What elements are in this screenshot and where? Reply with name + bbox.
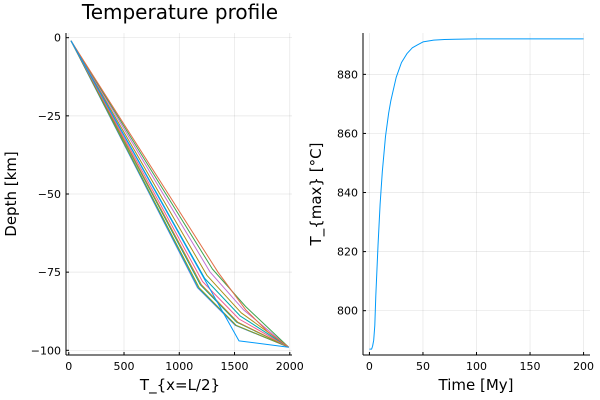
x-tick-label: 2000 xyxy=(276,360,304,373)
y-tick-label: 840 xyxy=(337,187,358,200)
tmax-time-plot: 0 50 100 150 200 800 820 840 860 880 Time [My] T… xyxy=(307,33,594,394)
x-tick-labels: 0 500 1000 1500 2000 xyxy=(65,352,304,373)
y-tick-label: −100 xyxy=(31,344,61,357)
y-tick-labels: 0 −25 −50 −75 −100 xyxy=(31,32,69,357)
x-tick-label: 0 xyxy=(65,360,72,373)
series-lines xyxy=(369,38,584,350)
grid-lines xyxy=(66,33,292,355)
y-tick-label: 820 xyxy=(337,246,358,259)
x-tick-label: 1500 xyxy=(221,360,249,373)
x-tick-label: 200 xyxy=(573,360,594,373)
x-tick-label: 0 xyxy=(366,360,373,373)
y-tick-label: 880 xyxy=(337,68,358,81)
series-line-y5 xyxy=(70,40,289,348)
chart-title: Temperature profile xyxy=(81,0,278,24)
y-tick-label: 800 xyxy=(337,305,358,318)
y-tick-label: −50 xyxy=(38,188,61,201)
y-axis-label: Depth [km] xyxy=(2,151,20,236)
y-tick-label: −75 xyxy=(38,266,61,279)
series-line-y1 xyxy=(369,38,584,350)
y-tick-label: 860 xyxy=(337,127,358,140)
x-tick-label: 150 xyxy=(520,360,541,373)
grid-lines xyxy=(363,33,590,355)
x-tick-label: 100 xyxy=(466,360,487,373)
y-tick-label: −25 xyxy=(38,110,61,123)
x-tick-labels: 0 50 100 150 200 xyxy=(366,352,594,373)
x-axis-label: Time [My] xyxy=(438,376,514,394)
x-tick-label: 1000 xyxy=(165,360,193,373)
temperature-profile-plot: 0 500 1000 1500 2000 0 −25 −50 −75 −100 Temperat… xyxy=(2,0,304,395)
y-axis-label: T_{max} [°C] xyxy=(307,143,326,247)
series-line-y10 xyxy=(70,40,289,348)
y-tick-labels: 800 820 840 860 880 xyxy=(337,68,366,318)
x-tick-label: 50 xyxy=(416,360,430,373)
x-axis-label: T_{x=L/2} xyxy=(139,376,220,395)
x-tick-label: 500 xyxy=(114,360,135,373)
series-line-y2 xyxy=(70,40,289,348)
series-line-y1 xyxy=(70,40,289,348)
series-line-y8 xyxy=(70,40,289,348)
series-line-y4 xyxy=(70,40,290,348)
series-line-y7 xyxy=(70,40,289,348)
series-lines xyxy=(70,40,290,348)
y-tick-label: 0 xyxy=(54,32,61,45)
